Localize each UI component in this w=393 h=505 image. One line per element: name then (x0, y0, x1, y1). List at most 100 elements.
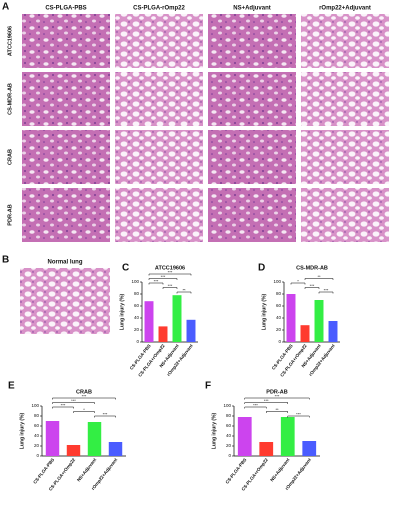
bar (172, 295, 182, 342)
bar (302, 441, 317, 456)
significance-label: *** (296, 412, 301, 417)
significance-label: *** (103, 412, 108, 417)
column-header: NS+Adjuvant (233, 6, 271, 12)
y-axis-label: Lung injury (%) (261, 293, 267, 330)
histology-image (301, 72, 389, 126)
bar (45, 421, 60, 456)
significance-label: *** (168, 283, 173, 288)
column-header: rOmp22+Adjuvant (319, 6, 371, 12)
y-tick-label: 20 (134, 327, 140, 332)
bar (280, 417, 295, 456)
x-tick-label: NS+Adjuvant (269, 457, 291, 483)
significance-label: *** (275, 394, 280, 399)
bar (186, 319, 196, 342)
row-label: CRAB (7, 149, 13, 165)
chart-title: CRAB (76, 389, 92, 395)
significance-label: *** (61, 403, 66, 408)
significance-label: *** (310, 283, 315, 288)
significance-label: ** (275, 407, 279, 412)
histology-image (208, 188, 296, 242)
y-tick-label: 0 (136, 339, 139, 344)
histology-image (301, 188, 389, 242)
y-tick-label: 80 (276, 291, 282, 296)
histology-image (115, 130, 203, 184)
histology-image (115, 14, 203, 68)
x-tick-label: NS+Adjuvant (76, 457, 98, 483)
histology-image (22, 188, 110, 242)
x-tick-label: CS-PLGA-PBS (32, 457, 55, 485)
y-tick-label: 20 (276, 327, 282, 332)
significance-label: *** (82, 394, 87, 399)
significance-label: *** (168, 270, 173, 275)
y-axis-label: Lung injury (%) (211, 412, 217, 449)
chart-title: PDR-AB (266, 389, 287, 395)
significance-label: ** (317, 274, 321, 279)
row-label: PDR-AB (7, 204, 13, 225)
y-tick-label: 0 (228, 453, 231, 458)
panel-label: D (258, 263, 265, 274)
y-tick-label: 0 (278, 339, 281, 344)
bar (66, 445, 81, 456)
histology-image (22, 14, 110, 68)
bar (108, 442, 123, 456)
significance-label: *** (264, 398, 269, 403)
bar (144, 301, 154, 342)
significance-label: *** (154, 279, 159, 284)
chart-title: CS-MDR-AB (296, 265, 328, 271)
panel-label: E (8, 381, 15, 392)
y-tick-label: 40 (34, 433, 40, 438)
y-tick-label: 20 (34, 443, 40, 448)
histology-image (208, 130, 296, 184)
y-tick-label: 80 (34, 413, 40, 418)
x-tick-label: rOmp22+Adjuvant (308, 343, 336, 377)
y-tick-label: 100 (273, 279, 281, 284)
y-tick-label: 40 (226, 433, 232, 438)
y-tick-label: 100 (223, 403, 231, 408)
y-axis-label: Lung injury (%) (119, 293, 125, 330)
y-tick-label: 100 (31, 403, 39, 408)
y-tick-label: 60 (34, 423, 40, 428)
row-label: CS-MDR-AB (7, 83, 13, 115)
bar (237, 417, 252, 456)
bar (87, 422, 102, 456)
chart-title: ATCC19606 (155, 265, 185, 271)
significance-label: ** (182, 288, 186, 293)
y-tick-label: 0 (36, 453, 39, 458)
panel-label: B (2, 255, 9, 266)
significance-label: *** (71, 398, 76, 403)
significance-label: *** (253, 403, 258, 408)
panel-label: A (2, 2, 9, 13)
histology-image (22, 130, 110, 184)
y-tick-label: 60 (226, 423, 232, 428)
histology-image (208, 72, 296, 126)
significance-label: *** (324, 288, 329, 293)
histology-image (22, 72, 110, 126)
bar (300, 325, 310, 342)
x-tick-label: CS-PLGA-PBS (224, 457, 247, 485)
y-tick-label: 80 (134, 291, 140, 296)
y-tick-label: 40 (134, 315, 140, 320)
significance-label: * (83, 407, 85, 412)
column-header: CS-PLGA-PBS (45, 6, 86, 12)
panel-label: C (122, 263, 129, 274)
significance-label: *** (161, 274, 166, 279)
histology-image (208, 14, 296, 68)
bar (286, 294, 296, 342)
y-tick-label: 60 (276, 303, 282, 308)
row-label: ATCC19606 (7, 26, 13, 56)
histology-image (115, 188, 203, 242)
histology-image (20, 268, 110, 334)
significance-label: * (297, 279, 299, 284)
y-tick-label: 60 (134, 303, 140, 308)
bar (158, 326, 168, 342)
panel-label: F (205, 381, 211, 392)
bar (259, 442, 274, 456)
normal-title: Normal lung (47, 260, 82, 266)
y-tick-label: 20 (226, 443, 232, 448)
bar (328, 321, 338, 342)
histology-image (301, 14, 389, 68)
y-tick-label: 80 (226, 413, 232, 418)
x-tick-label: rOmp22+Adjuvant (166, 343, 194, 377)
column-header: CS-PLGA-rOmp22 (133, 6, 185, 12)
